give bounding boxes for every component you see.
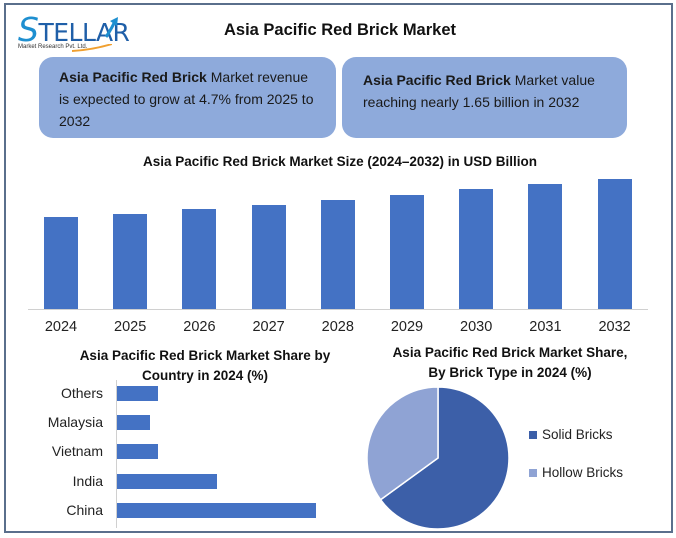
x-tick-label: 2024 xyxy=(44,319,78,335)
card-text: Market revenue is expected to grow at 4.… xyxy=(59,69,314,129)
hbar-malaysia xyxy=(117,415,150,430)
bar-2028 xyxy=(320,200,355,310)
y-tick-label: China xyxy=(66,502,103,518)
pie-slice-solid-bricks xyxy=(379,386,510,530)
hbar-vietnam xyxy=(117,444,158,459)
logo-arrow-icon xyxy=(104,17,118,38)
x-tick-label: 2029 xyxy=(390,319,424,335)
logo-subtitle: Market Research Pvt. Ltd. xyxy=(18,44,88,50)
x-tick-label: 2027 xyxy=(252,319,285,335)
legend-swatch xyxy=(529,468,537,477)
brick-type-pie-chart xyxy=(366,386,510,530)
page-title: Asia Pacific Red Brick Market xyxy=(223,21,457,39)
y-tick-label: Vietnam xyxy=(51,443,103,459)
x-tick-label: 2028 xyxy=(321,319,354,335)
x-axis-line xyxy=(28,309,648,310)
card-bold-text: Asia Pacific Red Brick xyxy=(59,69,207,85)
growth-info-card: Asia Pacific Red Brick Market revenue is… xyxy=(39,57,336,138)
bar-2029 xyxy=(390,195,424,310)
x-tick-label: 2026 xyxy=(183,319,216,335)
legend-swatch xyxy=(529,430,537,439)
hbar-china xyxy=(117,503,316,518)
pie-slice-hollow-bricks xyxy=(366,386,439,501)
market-size-bar-chart xyxy=(28,170,648,310)
y-tick-label: India xyxy=(72,473,103,489)
x-tick-label: 2025 xyxy=(114,319,147,335)
y-tick-label: Malaysia xyxy=(47,414,103,430)
bar-2030 xyxy=(459,189,494,310)
x-tick-label: 2032 xyxy=(598,319,631,335)
x-tick-label: 2031 xyxy=(529,319,562,335)
hbar-india xyxy=(117,474,217,489)
bar-2025 xyxy=(113,214,148,310)
bar-2027 xyxy=(251,205,286,310)
legend-item-solid-bricks: Solid Bricks xyxy=(529,427,613,442)
card-text: Market value reaching nearly 1.65 billio… xyxy=(363,72,595,110)
legend-label: Hollow Bricks xyxy=(542,465,624,480)
y-axis-line xyxy=(116,380,117,528)
bar-2024 xyxy=(44,217,78,310)
market-size-chart-title: Asia Pacific Red Brick Market Size (2024… xyxy=(143,154,537,169)
value-info-card: Asia Pacific Red Brick Market value reac… xyxy=(342,57,627,138)
logo-swoosh-icon xyxy=(72,44,112,52)
card-bold-text: Asia Pacific Red Brick xyxy=(363,72,511,88)
legend-item-hollow-bricks: Hollow Bricks xyxy=(529,465,623,480)
country-share-chart-title: Asia Pacific Red Brick Market Share by C… xyxy=(79,348,331,383)
brick-type-chart-title: Asia Pacific Red Brick Market Share, By … xyxy=(392,345,628,380)
x-tick-label: 2030 xyxy=(460,319,493,335)
bar-2031 xyxy=(528,184,563,310)
logo-wordmark: STELLAR xyxy=(18,10,130,49)
bar-2032 xyxy=(597,179,632,310)
y-tick-label: Others xyxy=(60,385,103,401)
legend-label: Solid Bricks xyxy=(542,427,613,442)
hbar-others xyxy=(117,386,158,401)
bar-2026 xyxy=(182,209,217,310)
stellar-logo: STELLAR Market Research Pvt. Ltd. xyxy=(12,6,130,52)
